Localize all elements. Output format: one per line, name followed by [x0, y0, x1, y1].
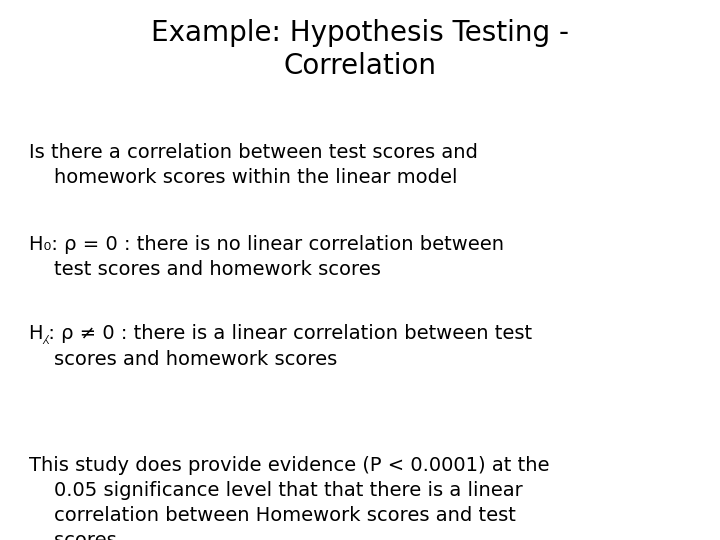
Text: Example: Hypothesis Testing -
Correlation: Example: Hypothesis Testing - Correlatio…	[151, 19, 569, 80]
Text: This study does provide evidence (P < 0.0001) at the
    0.05 significance level: This study does provide evidence (P < 0.…	[29, 456, 549, 540]
Text: Is there a correlation between test scores and
    homework scores within the li: Is there a correlation between test scor…	[29, 143, 477, 187]
Text: H₀: ρ = 0 : there is no linear correlation between
    test scores and homework : H₀: ρ = 0 : there is no linear correlati…	[29, 235, 504, 279]
Text: H⁁: ρ ≠ 0 : there is a linear correlation between test
    scores and homework s: H⁁: ρ ≠ 0 : there is a linear correlatio…	[29, 324, 532, 369]
